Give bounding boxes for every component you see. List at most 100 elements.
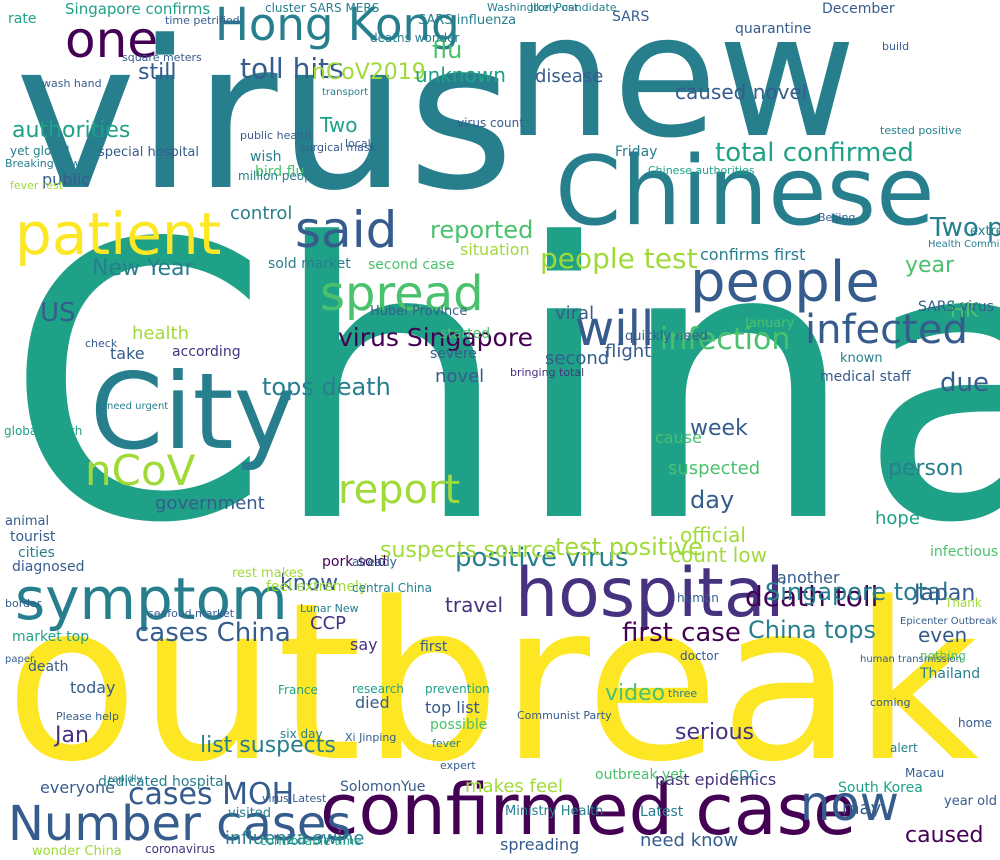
cloud-word: surgical mask [300,141,376,154]
cloud-word: Communist Party [517,709,612,722]
cloud-word: South Korea [838,780,923,796]
cloud-word: year old [944,794,997,809]
cloud-word: diagnosed [12,559,85,575]
cloud-word: Lunar New [300,602,359,615]
cloud-word: Washington Post [487,1,579,14]
cloud-word: extremely powerless [970,224,1000,239]
cloud-word: million people [238,169,323,183]
cloud-word: now [800,776,900,832]
cloud-word: unknown [415,63,506,87]
cloud-word: Hubei Province [370,304,468,319]
cloud-word: France [278,683,318,697]
cloud-word: expert [440,759,476,772]
cloud-word: second [545,348,610,369]
cloud-word: infected [805,307,968,353]
cloud-word: cluster SARS MERS [265,1,380,15]
cloud-word: alert [890,741,918,755]
cloud-word: person [888,456,964,481]
cloud-word: doctor [680,649,719,663]
cloud-word: second case [368,257,455,273]
cloud-word: situation [460,240,530,259]
cloud-word: global health [4,424,83,438]
cloud-word: first [420,639,448,655]
cloud-word: Latest [640,804,684,820]
cloud-word: Please help [56,710,119,723]
cloud-word: rate [8,11,37,27]
cloud-word: rest makes [232,566,304,581]
cloud-word: human [677,591,719,605]
cloud-word: cities [18,545,55,561]
cloud-word: animal [5,514,50,529]
cloud-word: public [42,170,91,189]
cloud-word: virus Singapore [338,323,533,352]
cloud-word: nothing [920,649,966,663]
cloud-word: year [905,253,955,278]
cloud-word: Two [320,113,358,137]
cloud-word: infectious disease [930,544,1000,560]
cloud-word: week [690,416,748,441]
cloud-word: coronavirus [145,842,216,856]
cloud-word: seafood market [148,607,235,620]
cloud-word: known [840,351,883,366]
cloud-word: spreading [500,835,580,854]
cloud-word: confirmed case [320,769,857,851]
cloud-word: list suspects [200,733,336,758]
cloud-word: know [280,571,339,596]
cloud-word: visited [228,806,272,821]
cloud-word: Two people [930,213,1000,243]
cloud-word: check [85,337,118,350]
cloud-word: suspects source [380,538,557,563]
cloud-word: dedicated hospital [98,774,228,790]
cloud-word: still [138,60,177,85]
cloud-word: human transmission [860,654,962,665]
cloud-word: wash hand [42,77,102,90]
cloud-word: possible [430,717,488,733]
cloud-word: top list [425,698,480,717]
cloud-word: patient [15,200,222,268]
cloud-word: quarantine [735,21,812,37]
cloud-word: total confirmed [715,138,914,168]
cloud-word: Beijing [818,211,856,224]
cloud-word: death toll [745,580,879,613]
cloud-word: Macau [905,766,945,780]
cloud-word: virus Latest [262,792,327,805]
cloud-word: SARS virus [918,299,994,315]
cloud-word: one [65,11,159,69]
cloud-word: flight [605,341,652,362]
cloud-word: severe [430,346,477,362]
cloud-word: SolomonYue [340,779,426,795]
cloud-word: Japan [914,581,976,606]
cloud-word: Number cases [8,796,352,852]
cloud-word: even [918,623,968,647]
cloud-word: quickly need [625,329,708,344]
cloud-word: confirms first [700,245,806,264]
cloud-word: novel [435,366,485,387]
cloud-word: people test [540,242,698,275]
cloud-word: home [958,716,993,730]
cloud-word: SARS influenza [418,13,517,28]
cloud-word: hope [875,508,920,529]
cloud-word: cases MOH [128,777,295,812]
cloud-word: influenza swine [225,828,365,849]
cloud-word: transport [322,87,369,98]
cloud-word: paper [5,654,35,665]
cloud-word: Singapore confirms [65,0,211,18]
cloud-word: virus [15,0,515,236]
cloud-word: serious [675,720,755,745]
cloud-word: China [5,163,1000,606]
cloud-word: square meters [122,51,202,64]
cloud-word: death [28,659,69,675]
cloud-word: Jan [55,723,89,748]
cloud-word: US [40,298,76,328]
cloud-word: deaths wonder [370,31,460,45]
cloud-word: official [680,523,746,547]
cloud-word: new [505,0,857,176]
cloud-word: count low [670,543,767,567]
cloud-word: past epidemics [655,770,777,789]
cloud-word: cause [655,428,702,447]
cloud-word: virus count [457,116,524,130]
cloud-word: fever rest [10,179,64,192]
cloud-word: CDC [730,769,759,784]
cloud-word: health [132,323,189,344]
